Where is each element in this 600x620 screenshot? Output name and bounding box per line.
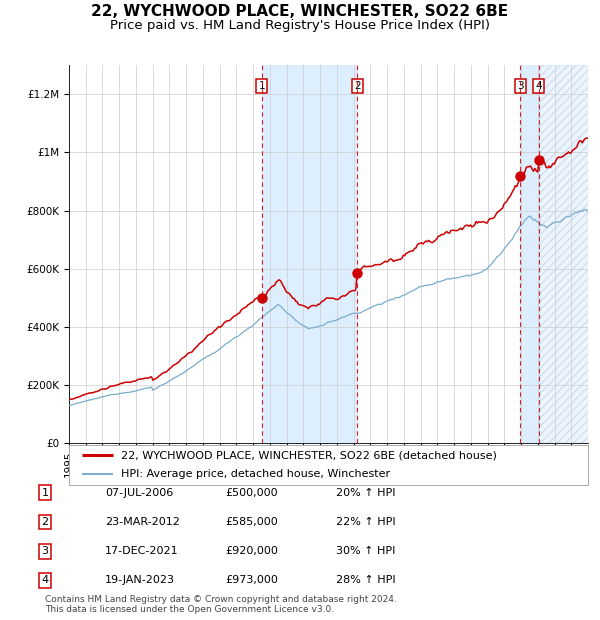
Text: 2: 2 [41, 517, 49, 527]
Text: This data is licensed under the Open Government Licence v3.0.: This data is licensed under the Open Gov… [45, 604, 334, 614]
Text: 22, WYCHWOOD PLACE, WINCHESTER, SO22 6BE (detached house): 22, WYCHWOOD PLACE, WINCHESTER, SO22 6BE… [121, 450, 497, 461]
Text: 4: 4 [41, 575, 49, 585]
Text: 1: 1 [259, 81, 265, 91]
Text: 28% ↑ HPI: 28% ↑ HPI [336, 575, 395, 585]
Text: £585,000: £585,000 [225, 517, 278, 527]
Text: 22% ↑ HPI: 22% ↑ HPI [336, 517, 395, 527]
Text: 3: 3 [517, 81, 524, 91]
Text: £973,000: £973,000 [225, 575, 278, 585]
Text: 07-JUL-2006: 07-JUL-2006 [105, 488, 173, 498]
Text: 4: 4 [535, 81, 542, 91]
Text: Contains HM Land Registry data © Crown copyright and database right 2024.: Contains HM Land Registry data © Crown c… [45, 595, 397, 604]
Text: 30% ↑ HPI: 30% ↑ HPI [336, 546, 395, 556]
Text: 23-MAR-2012: 23-MAR-2012 [105, 517, 180, 527]
Text: 17-DEC-2021: 17-DEC-2021 [105, 546, 179, 556]
Text: 19-JAN-2023: 19-JAN-2023 [105, 575, 175, 585]
Text: 2: 2 [354, 81, 361, 91]
Text: 3: 3 [41, 546, 49, 556]
Text: Price paid vs. HM Land Registry's House Price Index (HPI): Price paid vs. HM Land Registry's House … [110, 19, 490, 32]
Bar [262, 65, 358, 443]
Text: £920,000: £920,000 [225, 546, 278, 556]
Text: 22, WYCHWOOD PLACE, WINCHESTER, SO22 6BE: 22, WYCHWOOD PLACE, WINCHESTER, SO22 6BE [91, 4, 509, 19]
Text: £500,000: £500,000 [225, 488, 278, 498]
Bar [520, 65, 539, 443]
Text: 20% ↑ HPI: 20% ↑ HPI [336, 488, 395, 498]
Bar [539, 65, 588, 443]
Text: HPI: Average price, detached house, Winchester: HPI: Average price, detached house, Winc… [121, 469, 390, 479]
Text: 1: 1 [41, 488, 49, 498]
